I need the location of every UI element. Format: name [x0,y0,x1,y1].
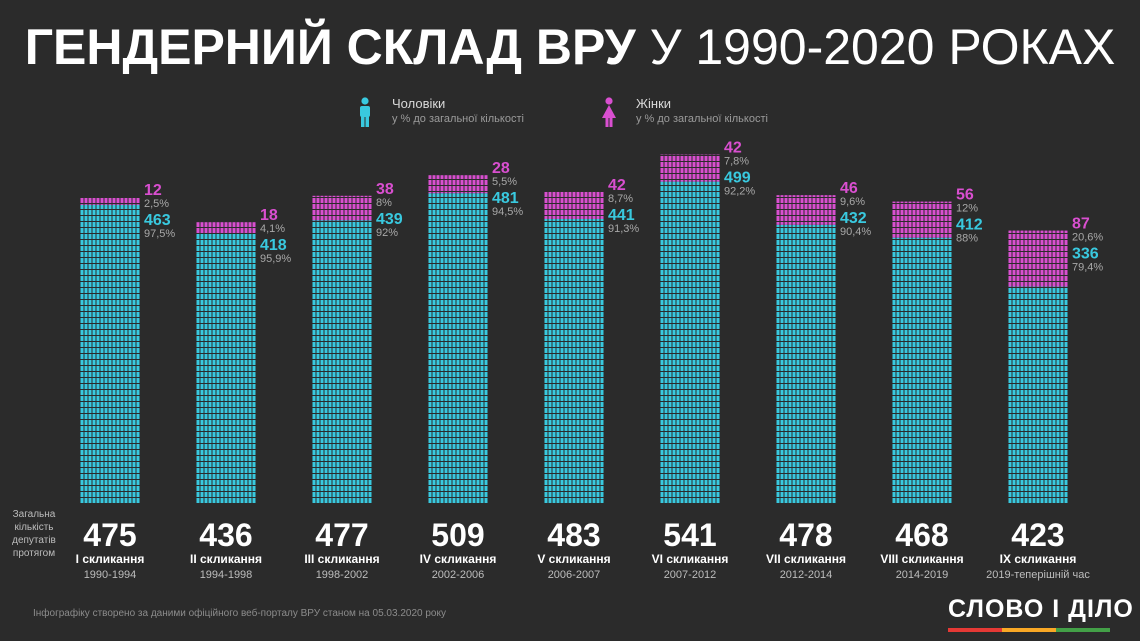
bar-men-4 [428,193,488,503]
men-count-2: 418 [260,237,287,254]
man-icon [360,97,370,127]
bar-men-5 [544,218,604,504]
total-9: 423 [1011,517,1064,553]
period-label-9: 2019-теперішній час [986,569,1090,581]
woman-icon [602,97,616,127]
period-label-6: 2007-2012 [664,569,717,581]
period-label-3: 1998-2002 [316,569,369,581]
category-label-8: VIII скликання [880,552,963,566]
category-label-6: VI скликання [652,552,729,566]
women-count-8: 56 [956,187,974,204]
category-label-4: IV скликання [420,552,497,566]
logo-text: СЛОВО І ДІЛО [948,595,1134,623]
men-percent-4: 94,5% [492,206,523,218]
bar-women-5 [544,191,604,219]
men-percent-5: 91,3% [608,223,639,235]
women-count-3: 38 [376,181,394,198]
men-count-1: 463 [144,212,171,229]
bar-women-7 [776,195,836,225]
women-percent-8: 12% [956,203,978,215]
total-3: 477 [315,517,368,553]
women-percent-5: 8,7% [608,193,633,205]
women-percent-3: 8% [376,197,392,209]
legend-women-sub: у % до загальної кількості [636,113,768,125]
bar-men-2 [196,233,256,503]
women-count-4: 28 [492,160,510,177]
bar-women-2 [196,222,256,234]
women-count-6: 42 [724,140,742,157]
men-percent-2: 95,9% [260,253,291,265]
bar-men-7 [776,224,836,503]
total-6: 541 [663,517,716,553]
category-label-9: IX скликання [1000,552,1077,566]
bar-men-6 [660,181,720,504]
women-count-2: 18 [260,207,278,224]
men-percent-3: 92% [376,227,398,239]
title-rest: У 1990-2020 РОКАХ [649,19,1116,75]
women-percent-9: 20,6% [1072,232,1103,244]
period-label-2: 1994-1998 [200,569,253,581]
men-percent-9: 79,4% [1072,262,1103,274]
men-count-5: 441 [608,207,635,224]
period-label-7: 2012-2014 [780,569,833,581]
women-percent-6: 7,8% [724,156,749,168]
period-label-1: 1990-1994 [84,569,137,581]
category-label-3: III скликання [304,552,379,566]
legend-men-sub: у % до загальної кількості [392,113,524,125]
men-percent-8: 88% [956,233,978,245]
men-count-7: 432 [840,210,867,227]
women-count-5: 42 [608,177,626,194]
men-count-3: 439 [376,211,403,228]
period-label-8: 2014-2019 [896,569,949,581]
bar-women-4 [428,175,488,194]
bar-men-9 [1008,286,1068,503]
legend-men-label: Чоловіки [392,96,446,111]
footnote: Інфографіку створено за даними офіційног… [33,608,446,619]
page-title: ГЕНДЕРНИЙ СКЛАД ВРУ У 1990-2020 РОКАХ [0,18,1140,76]
total-8: 468 [895,517,948,553]
row-label: Загальна кількість депутатів протягом [12,509,56,559]
bar-men-8 [892,237,952,504]
men-count-8: 412 [956,217,983,234]
logo-stripe-red [948,628,1002,632]
bar-women-6 [660,154,720,182]
bar-women-3 [312,195,372,221]
period-label-5: 2006-2007 [548,569,601,581]
legend-women-label: Жінки [636,96,672,111]
women-count-7: 46 [840,180,858,197]
men-count-6: 499 [724,170,751,187]
men-count-9: 336 [1072,246,1099,263]
category-label-1: I скликання [76,552,145,566]
total-5: 483 [547,517,600,553]
category-label-2: II скликання [190,552,262,566]
men-percent-7: 90,4% [840,226,871,238]
logo-stripe-green [1056,628,1110,632]
women-count-1: 12 [144,182,162,199]
men-count-4: 481 [492,190,519,207]
bar-women-9 [1008,230,1068,287]
total-2: 436 [199,517,252,553]
category-label-7: VII скликання [766,552,846,566]
women-percent-1: 2,5% [144,198,169,210]
period-label-4: 2002-2006 [432,569,485,581]
total-7: 478 [779,517,832,553]
women-count-9: 87 [1072,216,1090,233]
category-label-5: V скликання [537,552,610,566]
women-percent-4: 5,5% [492,176,517,188]
bar-men-1 [80,204,140,503]
men-percent-1: 97,5% [144,228,175,240]
total-4: 509 [431,517,484,553]
bar-women-1 [80,197,140,205]
men-percent-6: 92,2% [724,186,755,198]
women-percent-2: 4,1% [260,223,285,235]
title-bold: ГЕНДЕРНИЙ СКЛАД ВРУ [24,19,636,75]
bar-men-3 [312,220,372,503]
total-1: 475 [83,517,136,553]
logo-stripe-yellow [1002,628,1056,632]
women-percent-7: 9,6% [840,196,865,208]
bar-women-8 [892,201,952,238]
